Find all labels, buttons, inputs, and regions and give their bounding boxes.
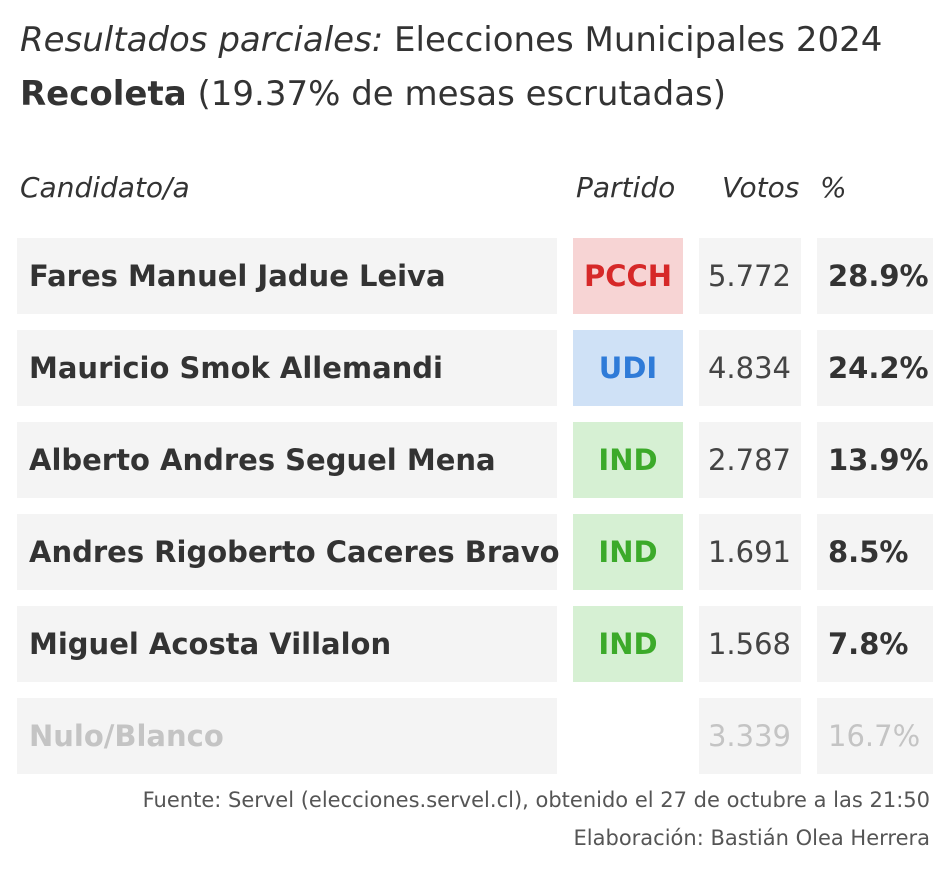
title-rest: Elecciones Municipales 2024 — [383, 20, 883, 60]
percent-value: 8.5% — [817, 514, 933, 590]
percent-value: 13.9% — [817, 422, 933, 498]
party-badge: PCCH — [573, 238, 683, 314]
header-candidate: Candidato/a — [20, 171, 190, 204]
header-votes: Votos — [722, 171, 800, 204]
candidate-name: Andres Rigoberto Caceres Bravo — [17, 514, 560, 590]
footer-credit: Elaboración: Bastián Olea Herrera — [573, 826, 930, 850]
chart-title: Resultados parciales: Elecciones Municip… — [20, 16, 882, 64]
candidate-name: Fares Manuel Jadue Leiva — [17, 238, 557, 314]
votes-value: 5.772 — [699, 238, 801, 314]
party-badge: IND — [573, 514, 683, 590]
votes-value: 1.568 — [699, 606, 801, 682]
votes-value: 3.339 — [699, 698, 801, 774]
footer-source: Fuente: Servel (elecciones.servel.cl), o… — [142, 788, 930, 812]
chart-subtitle: Recoleta (19.37% de mesas escrutadas) — [20, 70, 726, 118]
commune-name: Recoleta — [20, 74, 187, 114]
candidate-name: Nulo/Blanco — [17, 698, 557, 774]
party-badge: IND — [573, 422, 683, 498]
percent-value: 7.8% — [817, 606, 933, 682]
subtitle-rest: (19.37% de mesas escrutadas) — [186, 74, 727, 114]
percent-value: 24.2% — [817, 330, 933, 406]
party-badge: IND — [573, 606, 683, 682]
header-pct: % — [820, 171, 847, 204]
candidate-name: Mauricio Smok Allemandi — [17, 330, 557, 406]
party-badge: UDI — [573, 330, 683, 406]
votes-value: 2.787 — [699, 422, 801, 498]
title-italic: Resultados parciales: — [20, 20, 384, 60]
votes-value: 4.834 — [699, 330, 801, 406]
votes-value: 1.691 — [699, 514, 801, 590]
candidate-name: Alberto Andres Seguel Mena — [17, 422, 557, 498]
candidate-name: Miguel Acosta Villalon — [17, 606, 557, 682]
percent-value: 16.7% — [817, 698, 933, 774]
percent-value: 28.9% — [817, 238, 933, 314]
header-party: Partido — [576, 171, 676, 204]
